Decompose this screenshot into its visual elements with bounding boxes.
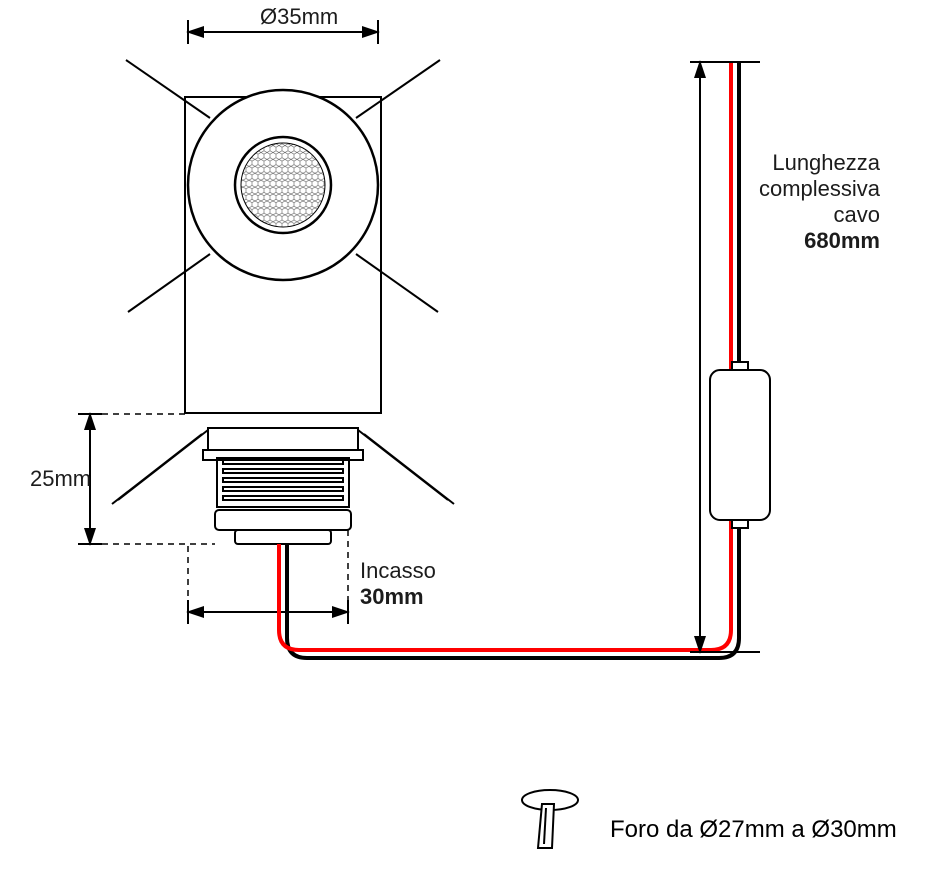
dimension-diameter-35-label: Ø35mm (260, 4, 338, 29)
top-view-honeycomb (241, 143, 325, 227)
hole-size-label: Foro da Ø27mm a Ø30mm (610, 816, 897, 843)
dimension-cable-680 (690, 62, 760, 652)
diagram-canvas: Ø35mm 25mm Incasso 30mm Lunghezza comple… (0, 0, 940, 880)
dimension-recess-30 (188, 600, 348, 624)
diagram-svg: Ø35mm 25mm Incasso 30mm Lunghezza comple… (0, 0, 940, 880)
cable-label-line3: cavo (834, 202, 880, 227)
hole-drill-icon (522, 790, 578, 848)
dimension-height-extension-lines (102, 414, 215, 544)
dimension-height-25-label: 25mm (30, 466, 91, 491)
cable-label-value: 680mm (804, 228, 880, 253)
cable-label-line2: complessiva (759, 176, 881, 201)
driver-module (710, 362, 770, 528)
recess-label-value: 30mm (360, 584, 424, 609)
cable-label-line1: Lunghezza (772, 150, 880, 175)
side-view (203, 428, 363, 544)
recess-label-title: Incasso (360, 558, 436, 583)
